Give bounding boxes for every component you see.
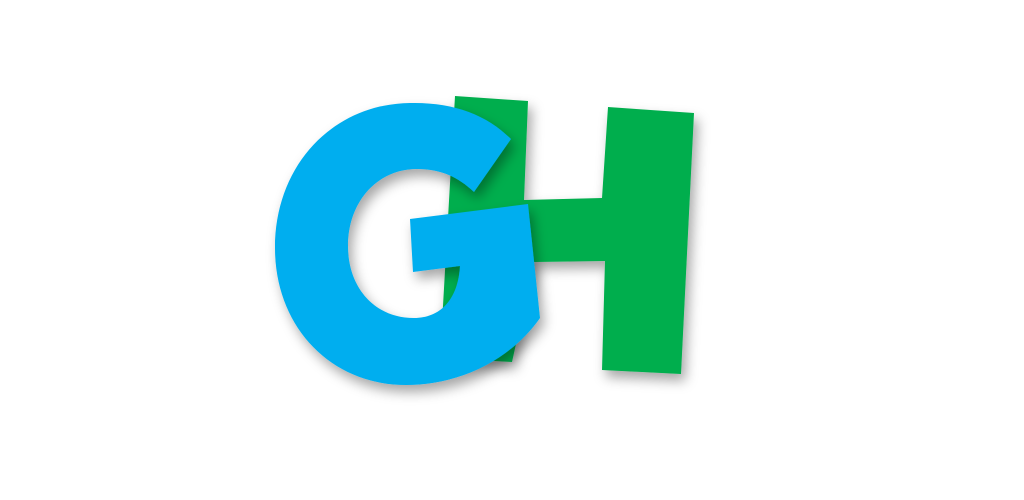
g-letter-shape	[275, 102, 540, 385]
